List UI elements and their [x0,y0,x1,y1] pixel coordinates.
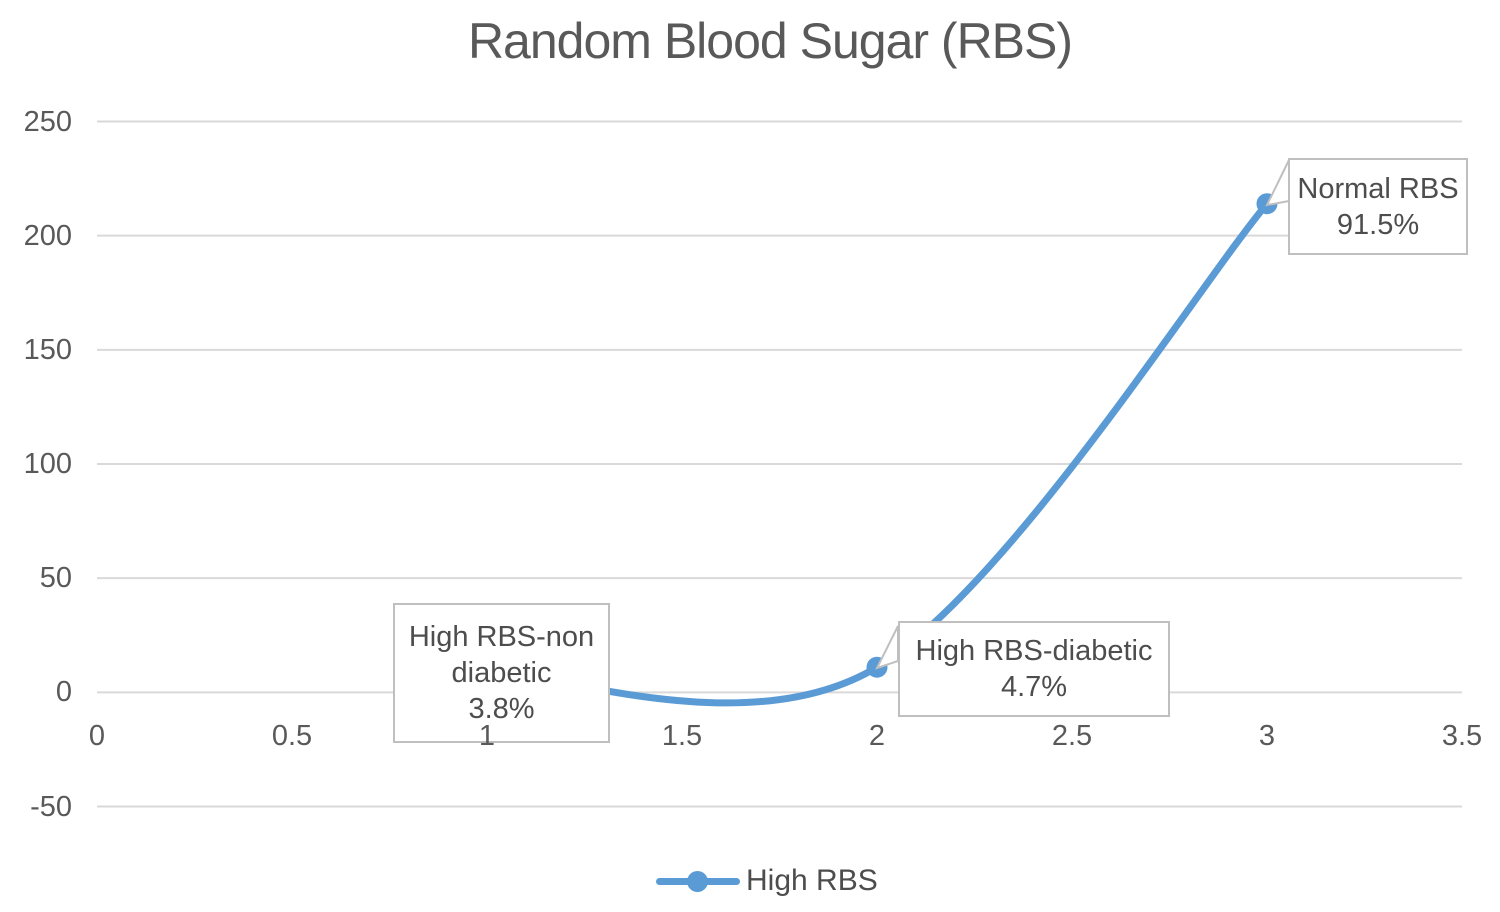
callout-pointer-diabetic-icon [875,625,899,670]
callout-pointer-normal-icon [1265,159,1290,207]
data-label-value: 4.7% [1000,671,1068,703]
legend-line-marker-icon [656,870,740,892]
data-label-normal-rbs: Normal RBS 91.5% [1288,158,1468,255]
legend-dot-icon [687,870,708,892]
data-label-high-rbs-diabetic: High RBS-diabetic 4.7% [898,621,1170,717]
data-label-text: High RBS-non diabetic [408,621,595,689]
legend-series-label: High RBS [746,864,878,897]
gridlines [97,120,1462,808]
data-label-value: 91.5% [1336,208,1420,241]
data-label-value: 3.8% [468,693,535,725]
data-label-text: High RBS-diabetic [915,635,1153,667]
data-label-high-rbs-non-diabetic: High RBS-non diabetic 3.8% [393,603,610,743]
chart-title: Random Blood Sugar (RBS) [467,13,1073,69]
data-label-text: Normal RBS [1297,172,1459,205]
legend: High RBS [656,864,878,898]
